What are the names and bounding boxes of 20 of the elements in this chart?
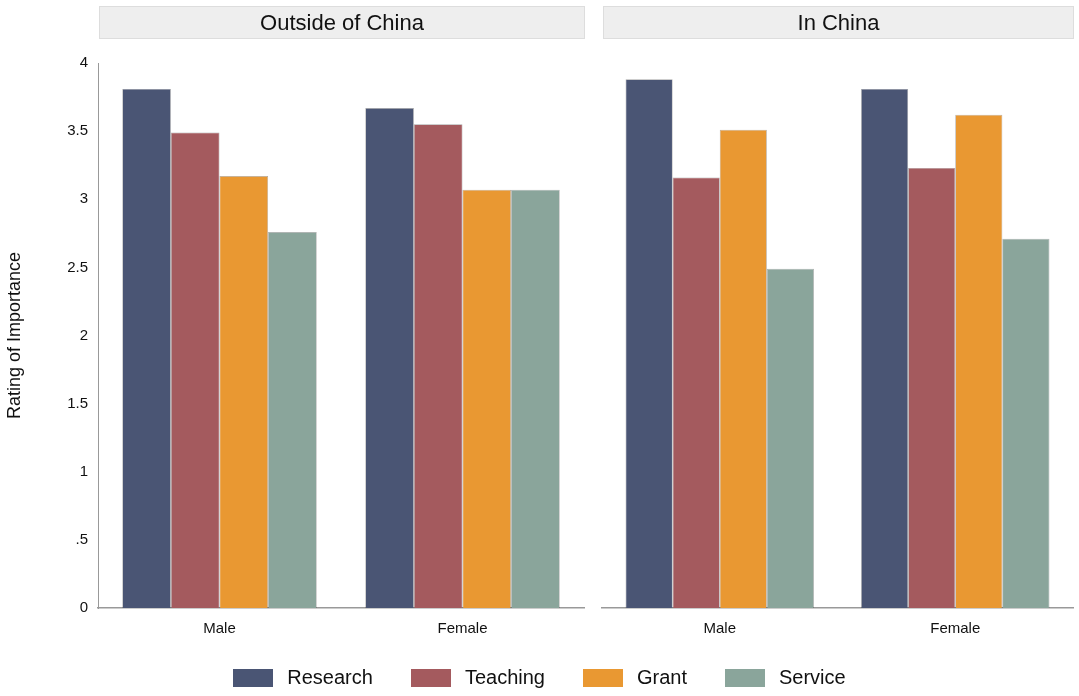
x-tick-label: Female — [930, 619, 981, 637]
chart-title: Outside of China — [99, 6, 585, 39]
y-tick-label: 3 — [79, 189, 88, 207]
y-tick-label: 3.5 — [67, 121, 88, 139]
legend-label: Service — [779, 666, 846, 689]
y-tick-label: 1.5 — [67, 393, 88, 411]
x-tick-label: Female — [437, 619, 488, 637]
chart-title: In China — [603, 6, 1074, 39]
y-tick-label: 2 — [79, 325, 88, 343]
y-axis-title: Rating of Importance — [3, 251, 24, 420]
y-tick-label: 4 — [79, 53, 88, 71]
legend-label: Grant — [636, 666, 687, 689]
legend-label: Teaching — [464, 666, 545, 689]
x-tick-label: Male — [703, 619, 737, 637]
y-tick-label: .5 — [75, 530, 88, 548]
y-tick-label: 1 — [79, 461, 88, 479]
y-tick-label: 0 — [79, 598, 88, 616]
legend-label: Research — [287, 666, 373, 689]
y-tick-label: 2.5 — [67, 257, 88, 275]
x-tick-label: Male — [203, 619, 236, 637]
